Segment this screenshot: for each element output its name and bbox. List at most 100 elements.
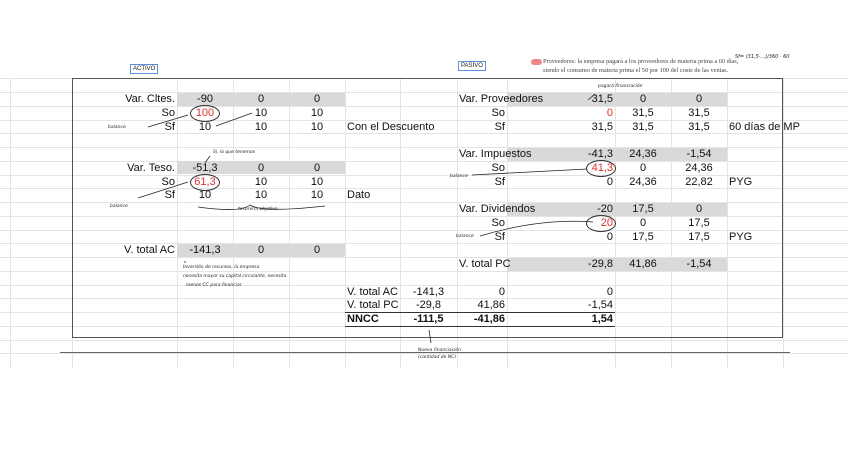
handwritten-note: (cantidad de NC) bbox=[418, 355, 457, 360]
cell-j-0: 0 bbox=[695, 93, 703, 105]
nncc-bottom-border bbox=[345, 325, 615, 327]
cell-i-5: 0 bbox=[639, 161, 647, 174]
cell-c-11: 0 bbox=[257, 244, 265, 257]
cell-i-2: 31,5 bbox=[632, 120, 654, 133]
problem-statement: Proveedores: la empresa pagará a los pro… bbox=[543, 57, 738, 75]
gridline bbox=[0, 257, 848, 258]
gridline bbox=[0, 339, 848, 341]
cell-j-5: 24,36 bbox=[685, 161, 713, 174]
cell-k-10: PYG bbox=[729, 230, 753, 243]
cell-i-1: 31,5 bbox=[632, 106, 654, 119]
cell-j-1: 31,5 bbox=[688, 106, 710, 119]
gridline bbox=[345, 78, 346, 368]
cell-g-0: Var. Proveedores bbox=[459, 93, 544, 105]
cell-a-5: Var. Teso. bbox=[127, 161, 175, 174]
handwritten-note: Si, lo que tenemos bbox=[213, 150, 255, 155]
cell-i-0: 0 bbox=[639, 93, 647, 105]
cell-h-0: 31,5 bbox=[591, 93, 613, 105]
cell-a-0: Var. Cltes. bbox=[125, 93, 175, 105]
gridline bbox=[671, 78, 672, 368]
cell-g-16: -41,86 bbox=[473, 313, 505, 325]
cell-f-15: -29,8 bbox=[415, 299, 442, 312]
cell-c-5: 0 bbox=[257, 161, 265, 174]
gridline bbox=[0, 353, 848, 355]
gridline bbox=[0, 147, 848, 148]
highlighted-row bbox=[507, 202, 727, 216]
cell-a-1: So bbox=[161, 106, 175, 119]
cell-a-11: V. total AC bbox=[124, 244, 175, 257]
cell-g-10: Sf bbox=[494, 230, 505, 243]
gridline bbox=[0, 92, 848, 93]
pasivo-label: PASIVO bbox=[458, 61, 486, 71]
cell-b-7: 10 bbox=[198, 189, 212, 202]
cell-h-16: 1,54 bbox=[591, 313, 613, 325]
cell-e-7: Dato bbox=[347, 189, 371, 202]
cell-g-2: Sf bbox=[494, 120, 505, 133]
cell-h-10: 0 bbox=[606, 230, 613, 243]
cell-a-6: So bbox=[161, 175, 175, 188]
cell-b-5: -51,3 bbox=[192, 161, 218, 174]
cell-g-5: So bbox=[491, 161, 505, 174]
cell-c-2: 10 bbox=[254, 120, 268, 133]
cell-c-7: 10 bbox=[254, 189, 268, 202]
cell-d-5: 0 bbox=[313, 161, 321, 174]
handwritten-note: Inversión de recursos, la empresa bbox=[183, 265, 260, 270]
handwritten-note: menos CC para financiar bbox=[186, 283, 242, 288]
cell-g-8: Var. Dividendos bbox=[459, 203, 536, 215]
cell-d-1: 10 bbox=[310, 106, 324, 119]
gridline bbox=[289, 78, 290, 368]
cell-e-2: Con el Descuento bbox=[347, 120, 435, 133]
gridline bbox=[0, 133, 848, 135]
cell-j-8: 0 bbox=[695, 203, 703, 215]
cell-c-1: 10 bbox=[254, 106, 268, 119]
cell-d-2: 10 bbox=[310, 120, 324, 133]
cell-h-6: 0 bbox=[606, 175, 613, 188]
cell-i-8: 17,5 bbox=[632, 203, 654, 215]
gridline bbox=[783, 78, 784, 368]
activo-label: ACTIVO bbox=[130, 64, 159, 74]
gridline bbox=[400, 78, 401, 368]
cell-h-15: -1,54 bbox=[587, 299, 613, 312]
cell-e-16: NNCC bbox=[347, 313, 379, 325]
cell-b-0: -90 bbox=[197, 93, 213, 105]
handwritten-note: tesorería objetivo bbox=[238, 207, 278, 212]
gridline bbox=[727, 78, 728, 368]
cell-e-15: V. total PC bbox=[347, 299, 399, 312]
cell-c-0: 0 bbox=[257, 93, 265, 105]
gridline bbox=[0, 174, 848, 176]
cell-g-1: So bbox=[491, 106, 505, 119]
cell-d-7: 10 bbox=[310, 189, 324, 202]
handwritten-note: Nueva financiación bbox=[418, 348, 462, 353]
cell-h-1: 0 bbox=[606, 106, 613, 119]
handwritten-note: balance bbox=[110, 204, 128, 209]
cell-b-11: -141,3 bbox=[189, 244, 221, 257]
cell-e-14: V. total AC bbox=[347, 285, 398, 298]
gridline bbox=[457, 78, 458, 368]
handwritten-note: necesita mayor su capital circulante, ne… bbox=[183, 274, 287, 279]
gridline bbox=[0, 105, 848, 107]
cell-j-6: 22,82 bbox=[685, 175, 713, 188]
cell-k-2: 60 días de MP bbox=[729, 120, 800, 133]
gridline bbox=[177, 78, 178, 368]
cell-j-12: -1,54 bbox=[686, 258, 712, 270]
gridline bbox=[0, 298, 848, 300]
cell-i-9: 0 bbox=[639, 216, 647, 229]
cell-d-11: 0 bbox=[313, 244, 321, 257]
cell-g-4: Var. Impuestos bbox=[459, 148, 532, 160]
table-border bbox=[72, 78, 783, 338]
highlighted-row bbox=[177, 92, 345, 106]
cell-i-4: 24,36 bbox=[629, 148, 657, 160]
cell-h-14: 0 bbox=[606, 285, 613, 298]
cell-d-0: 0 bbox=[313, 93, 321, 105]
cell-g-15: 41,86 bbox=[477, 299, 505, 312]
highlighted-row bbox=[507, 257, 727, 271]
gridline bbox=[0, 188, 848, 190]
cell-d-6: 10 bbox=[310, 175, 324, 188]
gridline bbox=[0, 243, 848, 245]
gridline bbox=[10, 78, 11, 368]
problem-line: Proveedores: la empresa pagará a los pro… bbox=[543, 58, 739, 65]
gridline bbox=[0, 229, 848, 231]
cell-j-4: -1,54 bbox=[686, 148, 712, 160]
formula-note: Sf= (31,5·...)/360 · 60 bbox=[735, 54, 790, 60]
gridline bbox=[0, 284, 848, 286]
